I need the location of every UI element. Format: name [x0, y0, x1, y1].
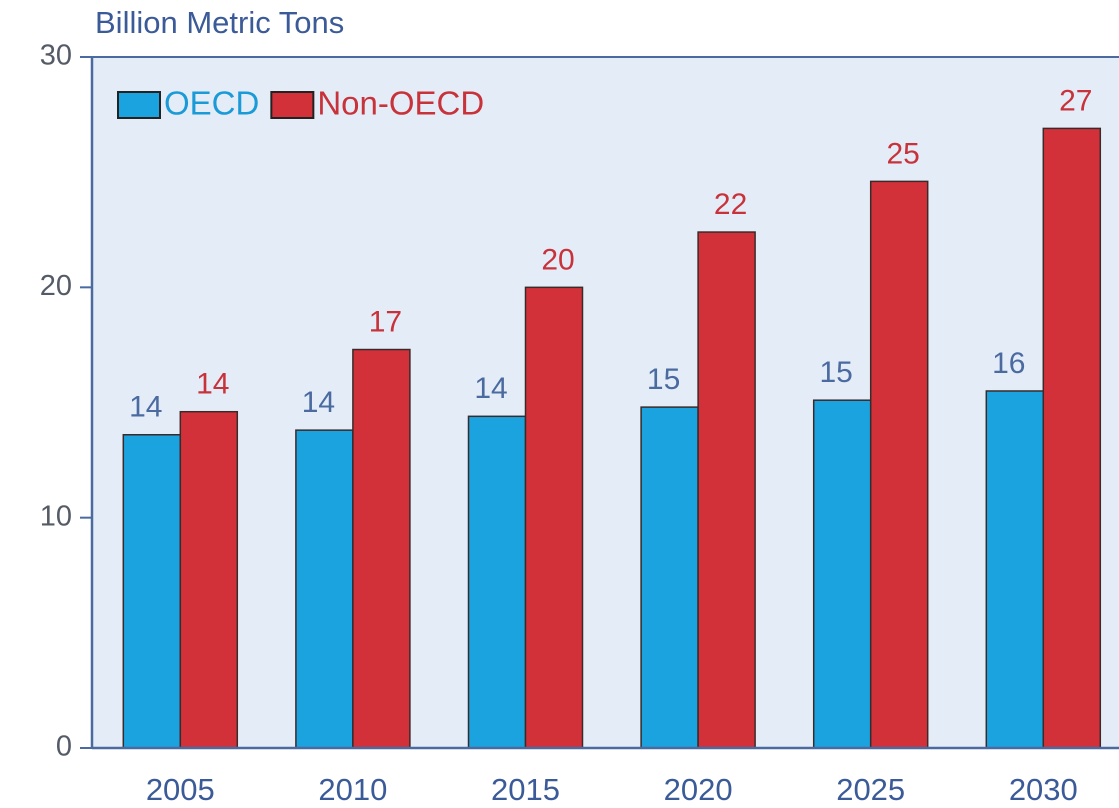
axis-unit-title: Billion Metric Tons [95, 5, 344, 40]
bar [640, 406, 699, 749]
data-label: 22 [714, 188, 747, 221]
data-label: 17 [369, 305, 402, 338]
data-label: 27 [1059, 84, 1092, 117]
bar [295, 429, 354, 749]
x-tick-label: 2010 [318, 772, 387, 807]
bar [869, 180, 929, 749]
data-label: 15 [647, 363, 680, 396]
bar [179, 410, 239, 749]
data-label: 14 [302, 386, 335, 419]
x-tick-label: 2025 [836, 772, 905, 807]
x-tick-label: 2030 [1009, 772, 1078, 807]
plot-area [92, 57, 1119, 748]
legend-label: Non-OECD [317, 85, 484, 122]
x-tick-label: 2020 [664, 772, 733, 807]
bar [122, 433, 182, 749]
data-label: 16 [992, 347, 1025, 380]
legend-swatch [117, 91, 161, 119]
x-tick-label: 2005 [146, 772, 215, 807]
bar [985, 390, 1045, 749]
bar [812, 399, 872, 749]
data-label: 25 [887, 137, 920, 170]
data-label: 15 [820, 356, 853, 389]
data-label: 14 [196, 368, 229, 401]
y-tick-label: 0 [56, 731, 72, 763]
bar [467, 415, 527, 749]
bar [697, 231, 756, 749]
data-label: 14 [474, 372, 507, 405]
y-tick-label: 10 [40, 500, 72, 532]
data-label: 20 [541, 243, 574, 276]
legend-swatch [270, 91, 315, 119]
bar [524, 286, 584, 749]
x-tick-label: 2015 [491, 772, 560, 807]
y-tick-label: 30 [40, 40, 72, 72]
data-label: 14 [129, 391, 162, 424]
legend-label: OECD [164, 85, 259, 122]
bar [1042, 127, 1102, 749]
bar [352, 348, 411, 749]
y-tick-label: 20 [40, 270, 72, 302]
